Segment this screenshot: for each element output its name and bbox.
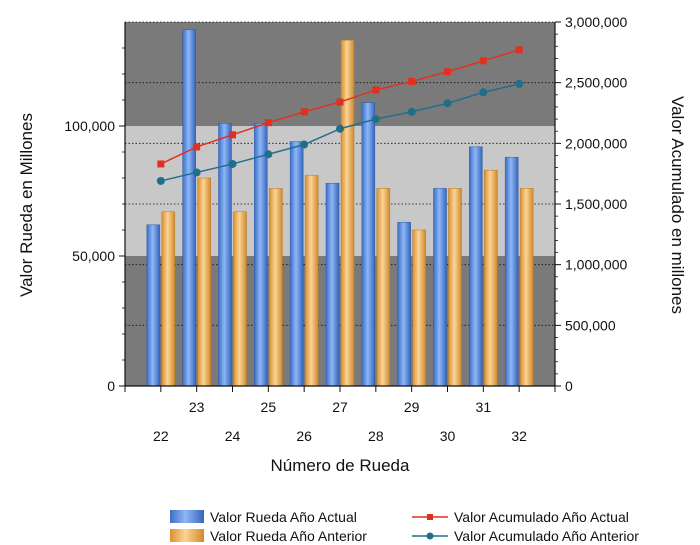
y2-tick-label-4: 2,000,000 [565,135,627,151]
bar-previous-27 [340,39,355,387]
marker-cumulative-actual-29 [408,77,416,85]
marker-cumulative-actual-32 [515,46,523,54]
marker-cumulative-previous-30 [443,99,452,108]
y2-tick-labels: 0 500,000 1,000,000 1,500,000 2,000,000 2,500… [565,14,627,394]
y-tick-label-2: 100,000 [64,118,115,134]
x-tick-label-26: 26 [296,428,312,444]
y-tick-labels: 0 50,000 100,000 [64,118,115,394]
bar-previous-22 [161,211,176,387]
marker-cumulative-previous-24 [228,159,237,168]
marker-cumulative-previous-22 [156,176,165,185]
y2-tick-label-1: 500,000 [565,317,616,333]
x-tick-label-22: 22 [153,428,169,444]
y2-tick-label-3: 1,500,000 [565,196,627,212]
bar-previous-31 [484,169,498,387]
y2-tick-label-5: 2,500,000 [565,75,627,91]
marker-cumulative-previous-26 [300,140,309,149]
legend-label-previous-line: Valor Acumulado Año Anterior [454,528,639,544]
bar-previous-25 [269,188,283,387]
legend: Valor Rueda Año Actual Valor Rueda Año A… [170,509,639,544]
marker-cumulative-actual-30 [444,68,451,76]
y-tick-label-0: 0 [107,378,115,394]
bar-previous-23 [197,177,211,387]
bar-previous-29 [412,229,426,387]
marker-cumulative-actual-23 [193,143,201,151]
x-tick-label-28: 28 [368,428,384,444]
legend-label-actual-line: Valor Acumulado Año Actual [454,509,629,525]
bar-actual-30 [433,188,447,387]
marker-cumulative-previous-32 [515,79,524,88]
marker-cumulative-previous-25 [264,150,273,159]
marker-cumulative-previous-23 [192,168,201,177]
legend-swatch-actual-bar [170,510,204,523]
marker-cumulative-actual-28 [372,86,380,94]
lines [156,46,524,185]
x-tick-label-25: 25 [261,399,277,415]
legend-marker-previous-line [426,532,434,540]
marker-cumulative-previous-27 [336,124,344,133]
marker-cumulative-actual-24 [229,131,236,139]
gridlines [125,21,555,326]
bar-actual-25 [254,123,268,387]
marker-cumulative-actual-31 [479,57,487,65]
bar-previous-32 [519,188,534,387]
bar-previous-28 [376,188,391,387]
x-tick-label-27: 27 [332,399,348,415]
legend-marker-actual-line [427,514,433,520]
legend-label-actual-bar: Valor Rueda Año Actual [210,509,357,525]
x-tick-label-32: 32 [511,428,527,444]
y2-tick-label-6: 3,000,000 [565,14,627,30]
bar-previous-26 [304,175,319,387]
bar-previous-24 [233,211,247,387]
bar-actual-27 [325,182,340,387]
bar-actual-31 [469,146,483,387]
bar-actual-26 [289,141,304,387]
legend-label-previous-bar: Valor Rueda Año Anterior [210,528,367,544]
x-tick-label-24: 24 [225,428,241,444]
x-tick-labels: 22 23 24 25 26 27 28 29 30 31 32 [153,399,527,444]
bar-actual-22 [146,224,161,387]
x-axis-title: Número de Rueda [271,456,410,475]
x-tick-label-23: 23 [189,399,205,415]
marker-cumulative-previous-28 [371,115,380,124]
x-tick-label-30: 30 [440,428,456,444]
marker-cumulative-previous-31 [479,88,488,97]
bar-actual-28 [361,102,376,387]
x-tick-label-29: 29 [404,399,420,415]
y2-tick-label-2: 1,000,000 [565,257,627,273]
marker-cumulative-actual-22 [157,160,165,168]
marker-cumulative-actual-26 [300,108,308,116]
y2-tick-label-0: 0 [565,378,573,394]
marker-cumulative-actual-25 [264,119,272,127]
marker-cumulative-actual-27 [336,98,344,106]
y-tick-label-1: 50,000 [72,248,115,264]
bar-actual-29 [397,221,411,387]
y-axis-title: Valor Rueda en Millones [17,113,36,297]
bar-previous-30 [448,188,462,387]
legend-swatch-previous-bar [170,529,204,542]
y2-axis-title: Valor Acumulado en millones [668,96,687,314]
x-tick-label-31: 31 [476,399,492,415]
bar-actual-23 [182,29,196,387]
marker-cumulative-previous-29 [407,107,416,116]
bar-actual-32 [504,156,519,387]
axes [119,21,561,392]
bars [146,29,534,387]
